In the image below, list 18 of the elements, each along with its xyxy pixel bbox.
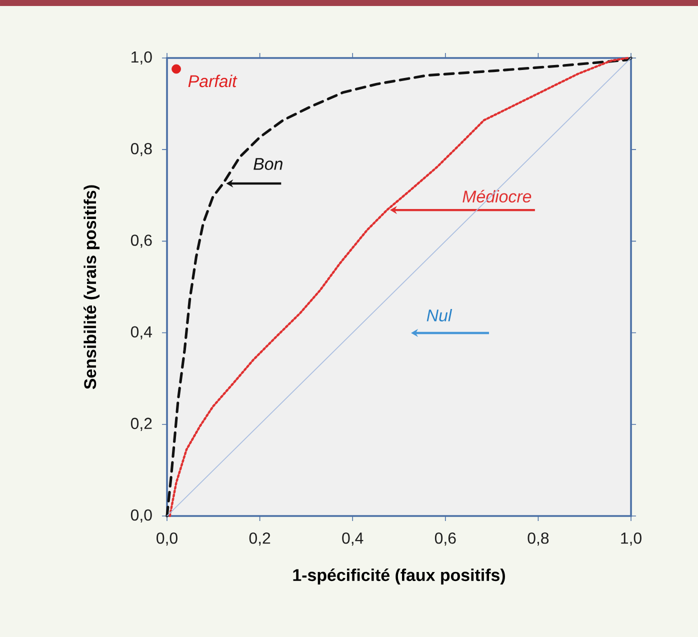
y-tick-label: 0,4 [130, 326, 152, 340]
text: Médiocre [462, 190, 532, 203]
y-tick-label: 0,2 [130, 418, 152, 431]
y-tick-label: 1,0 [132, 51, 152, 65]
series-label: Parfait [188, 74, 238, 88]
y-axis-title: Sensibilité (vrais positifs) [84, 185, 100, 390]
x-tick-label: 0,8 [528, 532, 549, 546]
x-tick-label: 1,0 [621, 532, 642, 546]
x-tick-label: 0,6 [434, 532, 456, 546]
x-tick-label: 0,4 [342, 532, 364, 546]
y-tick-label: 0,0 [130, 509, 152, 523]
x-tick-label: 0,2 [249, 532, 270, 546]
x-tick-label: 0,0 [156, 532, 178, 546]
y-tick-label: 0,6 [130, 234, 152, 248]
series-label: Bon [254, 158, 282, 170]
text: Nul [426, 309, 452, 322]
y-tick-label: 0,8 [130, 143, 152, 156]
x-axis-title: 1-spécificité (faux positifs) [293, 568, 505, 584]
